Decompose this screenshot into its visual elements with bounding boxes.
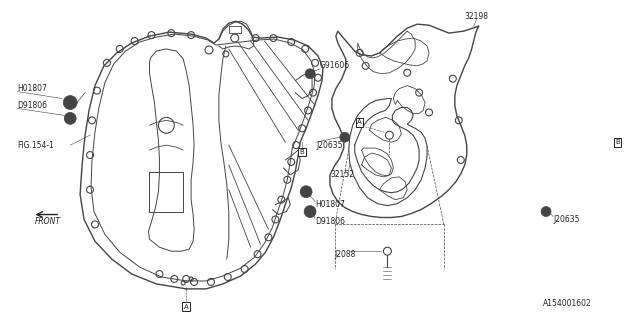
Text: D91806: D91806: [18, 101, 47, 110]
Circle shape: [300, 186, 312, 198]
Text: H01807: H01807: [315, 200, 345, 209]
Text: 32152: 32152: [330, 170, 354, 180]
Text: G91606: G91606: [320, 61, 350, 70]
Text: H01807: H01807: [18, 84, 47, 93]
Text: J2088: J2088: [335, 250, 356, 259]
Text: FRONT: FRONT: [35, 217, 61, 226]
Text: A154001602: A154001602: [543, 299, 592, 308]
Text: A: A: [184, 304, 189, 310]
Circle shape: [63, 96, 77, 109]
Circle shape: [304, 206, 316, 218]
Text: FIG.154-1: FIG.154-1: [18, 140, 54, 150]
Circle shape: [541, 207, 551, 217]
Text: J20635: J20635: [553, 215, 579, 224]
Circle shape: [305, 69, 315, 79]
Text: J20635: J20635: [316, 140, 342, 150]
Text: 32198: 32198: [465, 12, 488, 21]
Text: D91806: D91806: [315, 217, 345, 226]
Circle shape: [64, 112, 76, 124]
Circle shape: [340, 132, 349, 142]
Text: B: B: [615, 139, 620, 145]
Text: A: A: [357, 119, 362, 125]
Text: B: B: [300, 149, 305, 155]
